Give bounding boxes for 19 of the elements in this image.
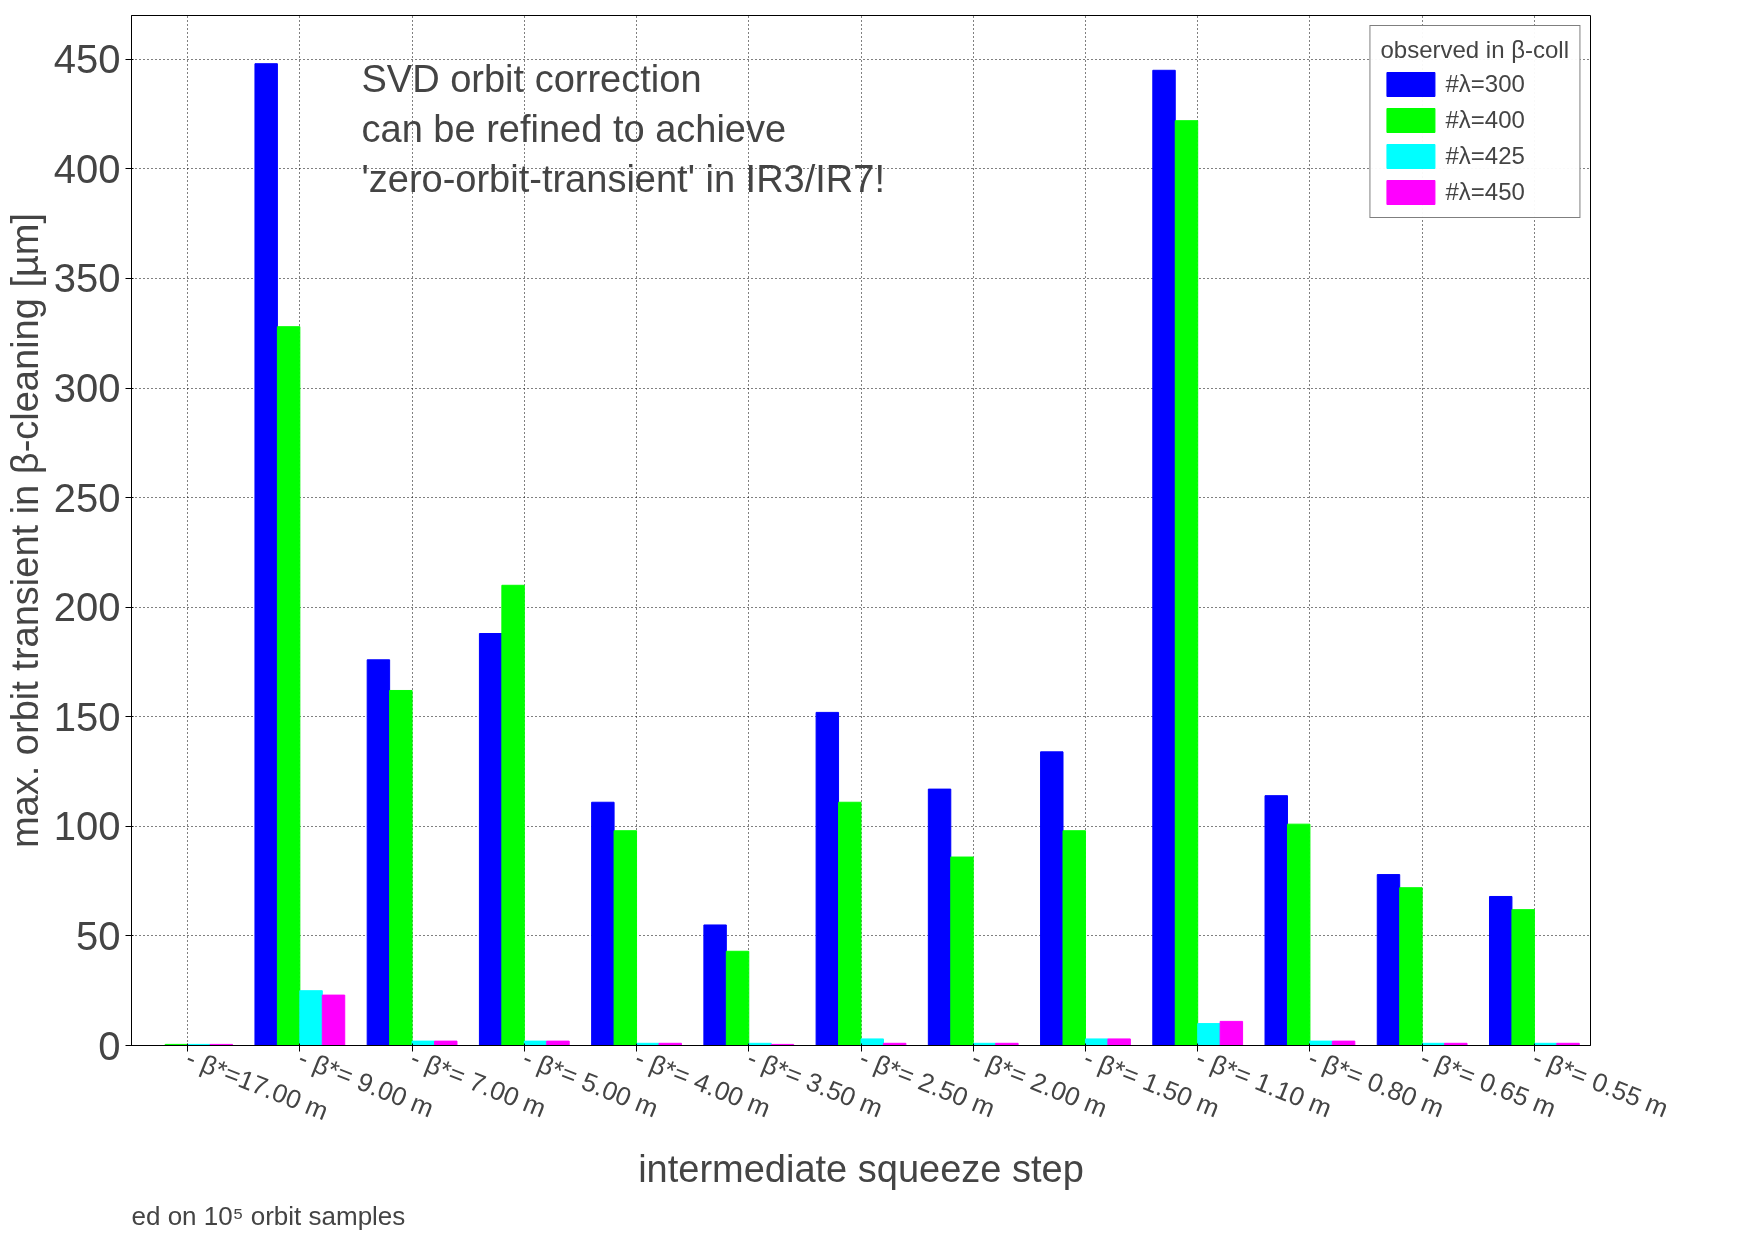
- y-tick-label: 400: [53, 146, 121, 191]
- y-tick-label: 250: [53, 475, 121, 520]
- y-tick-label: 100: [53, 804, 121, 849]
- text: ed on 10⁵ orbit samples: [131, 1200, 406, 1231]
- annotation: SVD orbit correction can be refined to achieve 'zero-orbit-transient' in IR3/IR7!: [361, 57, 885, 201]
- y-tick-label: 350: [53, 256, 121, 301]
- y-tick-label: 300: [53, 366, 121, 411]
- y-tick-label: 50: [76, 913, 121, 958]
- y-axis-title: max. orbit transient in β-cleaning [µm]: [3, 212, 46, 849]
- y-tick-label: 150: [53, 694, 121, 739]
- legend-title: observed in β-coll: [1380, 36, 1569, 64]
- x-axis-title: intermediate squeeze step: [638, 1148, 1084, 1191]
- y-tick-label: 0: [98, 1023, 121, 1068]
- y-tick-label: 450: [53, 37, 121, 82]
- legend-label: #λ=300: [1445, 70, 1525, 98]
- legend-label: #λ=400: [1445, 106, 1525, 134]
- legend-label: #λ=450: [1445, 178, 1525, 206]
- y-tick-label: 200: [53, 585, 121, 630]
- legend-label: #λ=425: [1445, 142, 1525, 170]
